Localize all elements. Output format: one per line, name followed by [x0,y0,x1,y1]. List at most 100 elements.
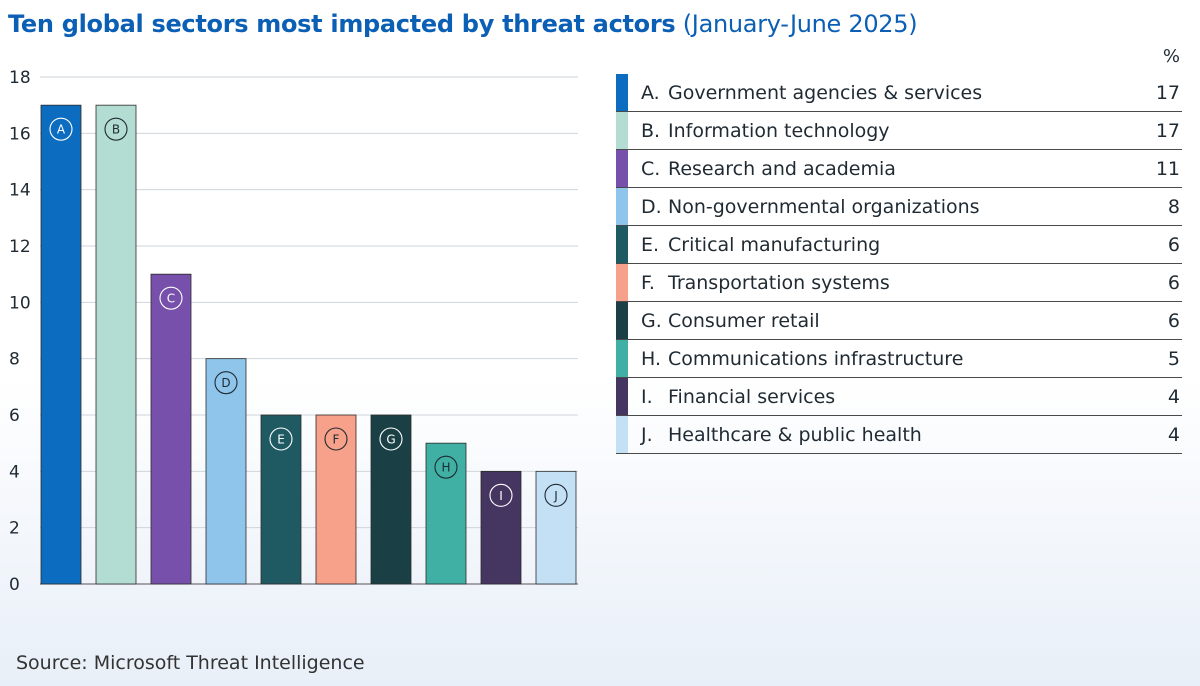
legend-value: 17 [1155,119,1180,142]
legend-row: D. Non-governmental organizations 8 [616,188,1182,226]
legend-sector-name: Non-governmental organizations [668,195,980,218]
legend-swatch [616,112,628,149]
legend-rows: A. Government agencies & services 17 B. Info… [616,74,1182,454]
legend-value: 17 [1155,81,1180,104]
legend-letter: J. [641,423,653,446]
legend-label: A. Government agencies & services [641,82,1140,104]
legend-row: B. Information technology 17 [616,112,1182,150]
legend-sector-name: Healthcare & public health [668,423,922,446]
bar-marker-letter: D [221,376,230,390]
bar-a [40,104,82,585]
legend-swatch [616,378,628,415]
legend-letter: D. [641,195,662,218]
bar-c [150,273,192,585]
legend-sector-name: Information technology [668,119,890,142]
y-tick-label: 16 [9,124,31,144]
legend-row: C. Research and academia 11 [616,150,1182,188]
legend-value: 11 [1155,157,1180,180]
legend-table: % A. Government agencies & services 17 B. In… [616,46,1182,454]
legend-row: E. Critical manufacturing 6 [616,226,1182,264]
legend-sector-name: Financial services [668,385,836,408]
y-tick-label: 0 [9,575,20,595]
legend-swatch [616,74,628,111]
bar-d [205,358,247,585]
legend-sector-name: Government agencies & services [668,81,983,104]
legend-value: 5 [1167,347,1180,370]
legend-row: H. Communications infrastructure 5 [616,340,1182,378]
bar-marker-circle [159,286,183,310]
legend-label: G. Consumer retail [641,310,1140,332]
legend-value: 6 [1167,309,1180,332]
legend-letter: I. [641,385,653,408]
bar-marker-letter: G [386,433,395,447]
bar-marker-letter: C [167,292,175,306]
legend-value: 4 [1167,423,1180,446]
bar-g [370,414,412,585]
legend-letter: H. [641,347,661,370]
legend-label: J. Healthcare & public health [641,424,1140,446]
bar-marker-circle [489,483,513,507]
legend-swatch [616,416,628,453]
legend-label: F. Transportation systems [641,272,1140,294]
legend-swatch [616,340,628,377]
y-tick-label: 12 [9,237,31,257]
y-tick-label: 18 [9,68,31,88]
legend-letter: C. [641,157,661,180]
legend-row: J. Healthcare & public health 4 [616,416,1182,454]
legend-letter: F. [641,271,655,294]
bar-marker-letter: J [553,489,558,503]
legend-row: G. Consumer retail 6 [616,302,1182,340]
legend-sector-name: Consumer retail [668,309,820,332]
legend-letter: G. [641,309,662,332]
legend-sector-name: Transportation systems [668,271,890,294]
legend-letter: A. [641,81,660,104]
bar-marker-letter: B [112,123,120,137]
legend-swatch [616,150,628,187]
chart-title-date-range: (January-June 2025) [682,10,918,38]
y-tick-label: 8 [9,350,20,370]
legend-row: I. Financial services 4 [616,378,1182,416]
y-tick-label: 4 [9,462,20,482]
bar-b [95,104,137,585]
bar-e [260,414,302,585]
y-axis-ticks: 0 2 4 6 8 10 12 14 16 18 [9,68,31,595]
chart-title: Ten global sectors most impacted by thre… [8,10,918,38]
bar-h [425,442,467,585]
bar-marker-letter: H [441,461,450,475]
legend-letter: E. [641,233,660,256]
legend-percent-header: % [1162,46,1180,67]
bar-marker-letter: F [333,433,340,447]
legend-label: E. Critical manufacturing [641,234,1140,256]
bar-marker-circle [214,371,238,395]
y-tick-label: 10 [9,293,31,313]
bar-marker-letter: I [499,489,503,503]
bars: A B C D E F G H I J [40,104,577,585]
bar-marker-letter: A [57,123,66,137]
bar-marker-circle [379,427,403,451]
bar-marker-letter: E [277,433,285,447]
legend-swatch [616,226,628,263]
legend-row: A. Government agencies & services 17 [616,74,1182,112]
legend-label: C. Research and academia [641,158,1140,180]
y-tick-label: 6 [9,406,20,426]
bar-i [480,470,522,585]
legend-swatch [616,188,628,225]
legend-label: B. Information technology [641,120,1140,142]
legend-label: I. Financial services [641,386,1140,408]
legend-swatch [616,264,628,301]
bar-marker-circle [544,483,568,507]
bar-marker-circle [49,117,73,141]
legend-sector-name: Research and academia [668,157,896,180]
bar-f [315,414,357,585]
legend-label: D. Non-governmental organizations [641,196,1140,218]
bar-marker-circle [269,427,293,451]
legend-swatch [616,302,628,339]
legend-value: 6 [1167,233,1180,256]
bar-marker-circle [434,455,458,479]
legend-sector-name: Communications infrastructure [668,347,964,370]
legend-value: 4 [1167,385,1180,408]
y-tick-label: 2 [9,519,20,539]
legend-value: 6 [1167,271,1180,294]
source-note: Source: Microsoft Threat Intelligence [16,652,365,674]
bar-marker-circle [324,427,348,451]
